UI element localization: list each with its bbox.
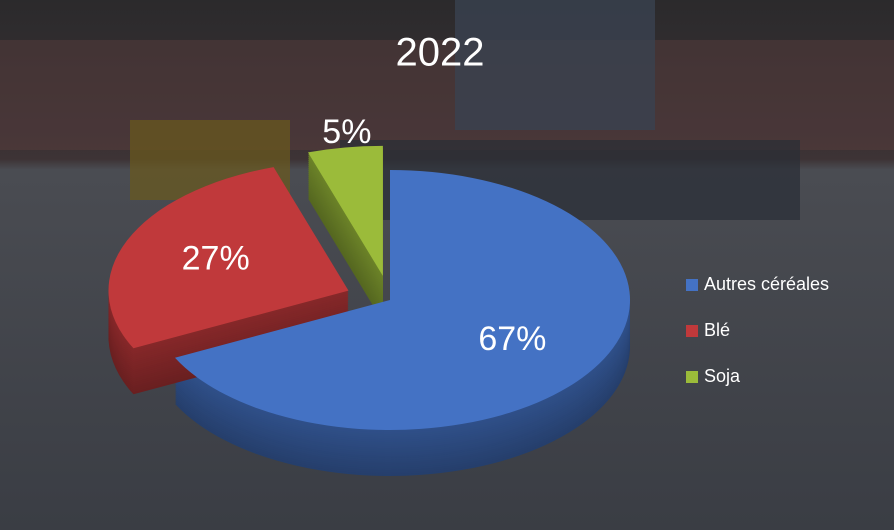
slice	[108, 167, 349, 349]
slice	[174, 170, 630, 430]
legend-label: Blé	[704, 320, 730, 340]
legend-swatch	[686, 325, 698, 337]
background-crane	[455, 0, 655, 130]
legend-label: Soja	[704, 366, 741, 386]
slice	[308, 145, 383, 276]
pie: 67% 27% 5%	[108, 113, 630, 476]
data-label: 5%	[322, 113, 371, 151]
legend-swatch	[686, 279, 698, 291]
data-label: 67%	[478, 320, 546, 358]
chart-title: 2022	[396, 31, 485, 75]
legend: Autres céréales Blé Soja	[686, 274, 829, 386]
legend-swatch	[686, 371, 698, 383]
data-label: 27%	[182, 239, 250, 277]
legend-label: Autres céréales	[704, 274, 829, 294]
